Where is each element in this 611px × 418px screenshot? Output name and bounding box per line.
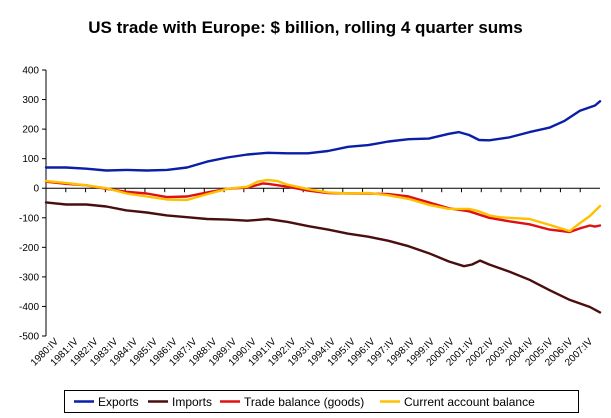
y-tick-labels: 400 300 200 100 0 -100 -200 -300 -400 -500	[19, 66, 39, 343]
y-tick-label: 300	[22, 95, 39, 106]
legend-label: Trade balance (goods)	[244, 395, 364, 409]
y-tick-label: -300	[19, 272, 39, 283]
legend-box	[64, 390, 579, 413]
y-tick-label: -100	[19, 213, 39, 224]
x-tick-labels: 1980:IV1981:IV1982:IV1983:IV1984:IV1985:…	[29, 336, 596, 368]
y-tick-label: 0	[33, 184, 39, 195]
series-lines	[44, 100, 602, 314]
legend: Exports Imports Trade balance (goods) Curre…	[64, 390, 579, 413]
chart-title: US trade with Europe: $ billion, rolling…	[88, 18, 523, 37]
series-line-current-account-balance	[44, 178, 602, 233]
y-tick-label: 200	[22, 125, 39, 136]
y-tick-label: -200	[19, 243, 39, 254]
axes	[42, 69, 600, 337]
legend-label: Exports	[98, 395, 139, 409]
legend-label: Current account balance	[404, 395, 535, 409]
y-tick-label: -500	[19, 332, 39, 343]
series-line-exports	[44, 100, 602, 172]
legend-label: Imports	[172, 395, 212, 409]
y-tick-label: -400	[19, 302, 39, 313]
y-tick-label: 100	[22, 154, 39, 165]
y-tick-label: 400	[22, 66, 39, 77]
series-line-imports	[44, 201, 602, 314]
